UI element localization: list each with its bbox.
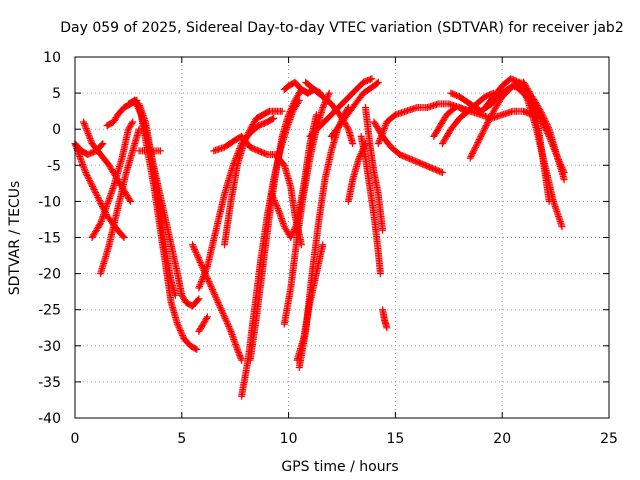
axis-ticks: 0 5 10 15 20 25 -40 -35 -30 -25 -20 -15 -10 -5 0 5 10 <box>38 50 618 447</box>
y-tick-label: -20 <box>38 267 61 283</box>
series-arc-09 <box>135 100 179 299</box>
y-axis-label: SDTVAR / TECUs <box>7 181 23 296</box>
series-arc-05 <box>97 125 143 278</box>
y-tick-label: 0 <box>52 122 61 138</box>
x-tick-label: 20 <box>493 431 511 447</box>
y-tick-label: -30 <box>38 339 61 355</box>
series-arc-15 <box>221 107 286 249</box>
data-points <box>71 75 568 400</box>
x-tick-label: 15 <box>386 431 404 447</box>
y-tick-label: 5 <box>52 86 61 102</box>
y-tick-label: -35 <box>38 375 61 391</box>
y-tick-label: -25 <box>38 303 61 319</box>
series-arc-29 <box>362 104 387 234</box>
series-arc-21 <box>280 89 333 328</box>
series-arc-12 <box>189 241 246 364</box>
series-arc-11 <box>195 313 211 335</box>
x-axis-label: GPS time / hours <box>281 459 398 475</box>
y-tick-label: -40 <box>38 411 61 427</box>
x-tick-label: 0 <box>71 431 80 447</box>
y-tick-label: 10 <box>43 50 61 66</box>
y-tick-label: -15 <box>38 231 61 247</box>
series-arc-28 <box>357 132 384 278</box>
y-tick-label: -5 <box>47 158 61 174</box>
x-tick-label: 25 <box>600 431 618 447</box>
y-tick-label: -10 <box>38 194 61 210</box>
series-arc-32 <box>374 100 470 148</box>
series-arc-33 <box>430 104 459 140</box>
series-arc-14 <box>210 132 246 155</box>
series-arc-10 <box>135 147 164 155</box>
chart-title: Day 059 of 2025, Sidereal Day-to-day VTE… <box>60 20 623 36</box>
series-arc-25 <box>306 75 376 140</box>
series-arc-39 <box>511 82 568 176</box>
series-arc-30 <box>379 306 391 332</box>
x-tick-label: 5 <box>177 431 186 447</box>
series-arc-26 <box>327 78 382 140</box>
series-arc-23 <box>293 241 327 364</box>
x-tick-label: 10 <box>280 431 298 447</box>
